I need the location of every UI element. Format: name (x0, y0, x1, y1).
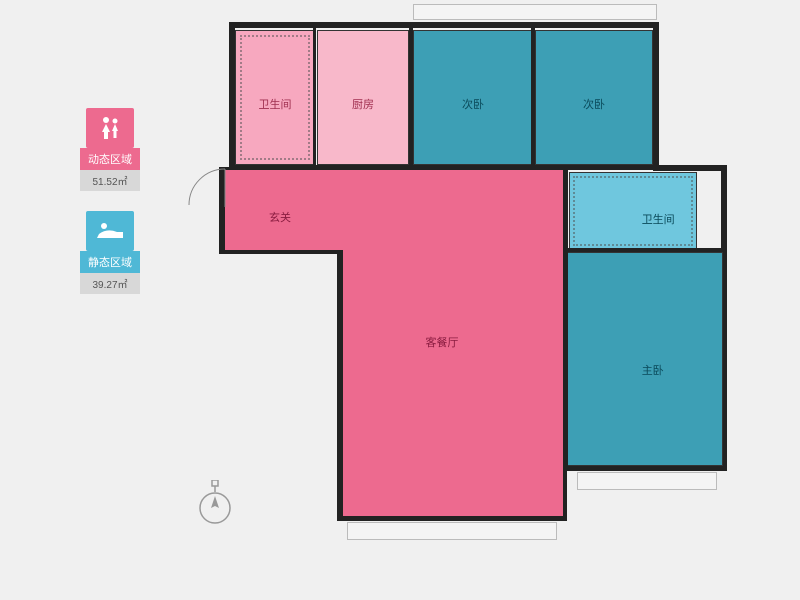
legend-dynamic-value: 51.52㎡ (80, 170, 140, 191)
wall-right-upper (653, 22, 659, 170)
legend-dynamic-icon (86, 108, 134, 148)
iw-4 (233, 165, 659, 170)
balcony-bottom-master (577, 472, 717, 490)
legend-static: 静态区域 39.27㎡ (80, 211, 140, 294)
balcony-top (413, 4, 657, 20)
rest-icon (95, 220, 125, 242)
wall-step-top (653, 165, 727, 171)
legend-static-value: 39.27㎡ (80, 273, 140, 294)
room-hall (225, 170, 565, 250)
room-bath1-label: 卫生间 (259, 96, 292, 112)
iw-3 (313, 24, 316, 167)
iw-5 (563, 170, 568, 467)
balcony-bottom-living (347, 522, 557, 540)
legend-dynamic-label: 动态区域 (80, 148, 140, 170)
iw-6 (563, 248, 723, 252)
room-master: 主卧 (567, 252, 723, 466)
room-kitchen: 厨房 (317, 30, 409, 165)
room-bed2a: 次卧 (413, 30, 533, 165)
room-bath2-label: 卫生间 (642, 211, 675, 227)
room-bed2b-label: 次卧 (583, 96, 605, 112)
room-master-label: 主卧 (642, 362, 664, 378)
floorplan: 卫生间 厨房 次卧 次卧 玄关 客餐厅 卫生间 主卧 (225, 22, 725, 572)
people-icon (96, 115, 124, 141)
wall-top (229, 22, 659, 28)
legend-dynamic: 动态区域 51.52㎡ (80, 108, 140, 191)
legend-static-icon (86, 211, 134, 251)
room-bed2a-label: 次卧 (462, 96, 484, 112)
room-bath1: 卫生间 (235, 30, 315, 165)
room-kitchen-label: 厨房 (352, 96, 374, 112)
iw-2 (531, 24, 535, 167)
room-bath2: 卫生间 (569, 172, 697, 250)
room-living-label: 客餐厅 (426, 334, 459, 350)
room-living: 客餐厅 (343, 248, 563, 516)
room-bed2b: 次卧 (535, 30, 653, 165)
legend-static-label: 静态区域 (80, 251, 140, 273)
legend: 动态区域 51.52㎡ 静态区域 39.27㎡ (80, 108, 140, 314)
iw-1 (409, 24, 413, 167)
